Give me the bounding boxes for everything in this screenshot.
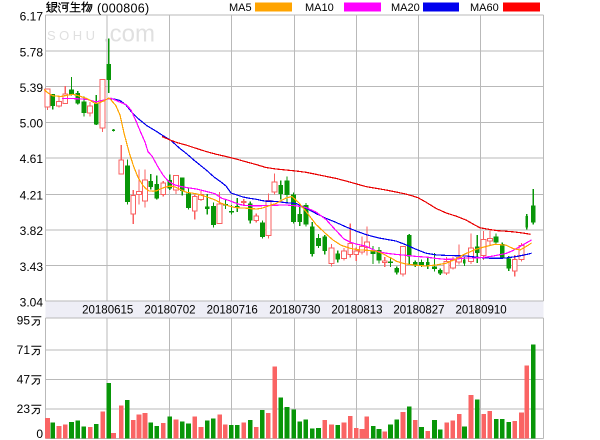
svg-text:3.43: 3.43 [20, 260, 44, 274]
svg-text:20180730: 20180730 [269, 305, 320, 317]
svg-text:MA10: MA10 [305, 2, 334, 14]
svg-text:5.78: 5.78 [20, 45, 44, 59]
svg-text:4.21: 4.21 [20, 189, 44, 203]
svg-text:MA5: MA5 [229, 2, 252, 14]
svg-text:71: 71 [17, 343, 31, 357]
svg-text:95: 95 [17, 314, 31, 328]
svg-text:5.39: 5.39 [20, 81, 44, 95]
svg-text:5.00: 5.00 [20, 117, 44, 131]
svg-text:3.82: 3.82 [20, 224, 44, 238]
svg-text:20180910: 20180910 [456, 305, 507, 317]
svg-text:6.17: 6.17 [20, 9, 44, 23]
svg-text:.com: .com [103, 21, 155, 48]
svg-text:MA60: MA60 [470, 2, 499, 14]
svg-text:3.04: 3.04 [20, 295, 44, 309]
svg-text:20180813: 20180813 [331, 305, 382, 317]
svg-text:20180716: 20180716 [207, 305, 258, 317]
svg-text:SOHU: SOHU [47, 28, 99, 43]
svg-text:23: 23 [17, 402, 31, 416]
svg-text:0: 0 [36, 427, 43, 440]
svg-text:(000806): (000806) [97, 2, 149, 16]
svg-text:47: 47 [17, 373, 31, 387]
svg-text:20180827: 20180827 [393, 305, 444, 317]
svg-text:MA20: MA20 [391, 2, 420, 14]
svg-text:4.61: 4.61 [20, 152, 44, 166]
svg-text:20180615: 20180615 [82, 305, 133, 317]
svg-text:20180702: 20180702 [144, 305, 195, 317]
